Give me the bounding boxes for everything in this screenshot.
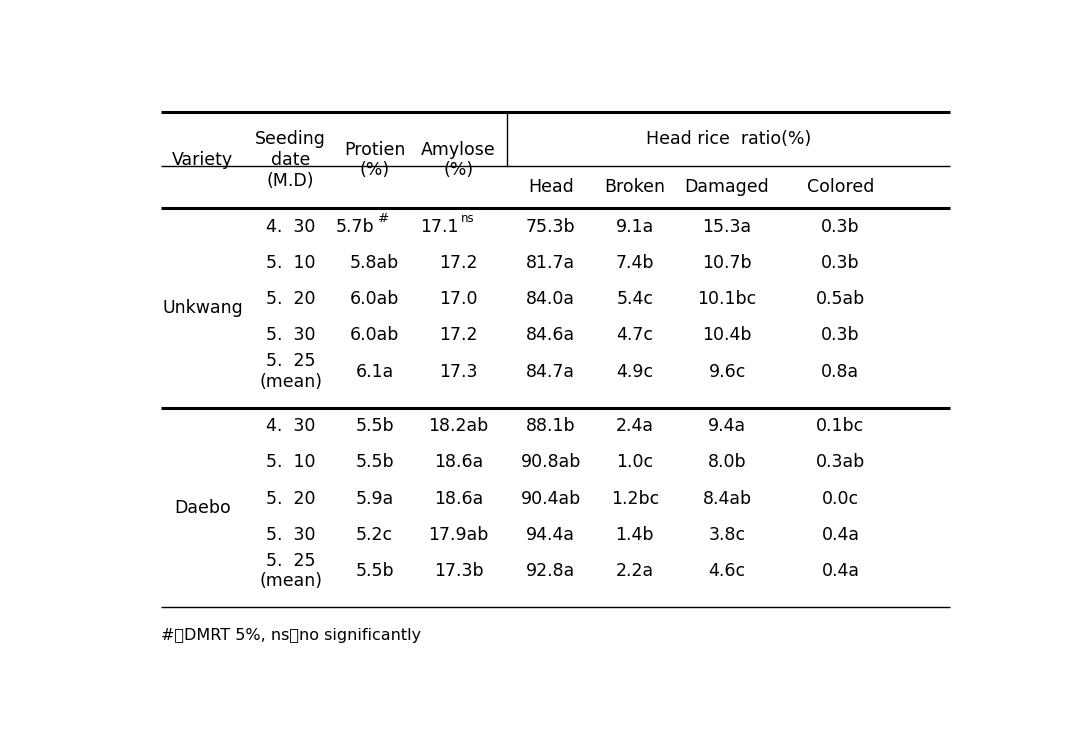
Text: 5.  25
(mean): 5. 25 (mean) (259, 352, 322, 391)
Text: 1.0c: 1.0c (616, 454, 653, 471)
Text: 5.4c: 5.4c (616, 290, 653, 308)
Text: 0.3b: 0.3b (821, 218, 860, 235)
Text: Broken: Broken (604, 178, 665, 196)
Text: 0.3b: 0.3b (821, 326, 860, 344)
Text: 5.5b: 5.5b (355, 417, 394, 435)
Text: 4.7c: 4.7c (616, 326, 653, 344)
Text: 5.5b: 5.5b (355, 454, 394, 471)
Text: 5.  20: 5. 20 (266, 290, 315, 308)
Text: 90.4ab: 90.4ab (521, 490, 580, 508)
Text: 17.1: 17.1 (420, 218, 458, 235)
Text: #：DMRT 5%, ns：no significantly: #：DMRT 5%, ns：no significantly (160, 628, 420, 643)
Text: 6.1a: 6.1a (355, 363, 394, 380)
Text: 90.8ab: 90.8ab (521, 454, 580, 471)
Text: 17.2: 17.2 (440, 326, 478, 344)
Text: 17.3b: 17.3b (433, 562, 483, 580)
Text: Damaged: Damaged (684, 178, 770, 196)
Text: 1.4b: 1.4b (615, 526, 654, 544)
Text: 15.3a: 15.3a (703, 218, 752, 235)
Text: 5.9a: 5.9a (355, 490, 394, 508)
Text: 0.1bc: 0.1bc (817, 417, 864, 435)
Text: 5.8ab: 5.8ab (350, 254, 400, 272)
Text: 18.2ab: 18.2ab (429, 417, 488, 435)
Text: 84.0a: 84.0a (526, 290, 575, 308)
Text: Colored: Colored (807, 178, 874, 196)
Text: 5.  20: 5. 20 (266, 490, 315, 508)
Text: 10.4b: 10.4b (703, 326, 752, 344)
Text: 6.0ab: 6.0ab (350, 290, 400, 308)
Text: Head: Head (529, 178, 574, 196)
Text: Amylose
(%): Amylose (%) (421, 141, 496, 179)
Text: 9.4a: 9.4a (708, 417, 746, 435)
Text: 6.0ab: 6.0ab (350, 326, 400, 344)
Text: 10.1bc: 10.1bc (697, 290, 757, 308)
Text: 17.3: 17.3 (440, 363, 478, 380)
Text: 84.6a: 84.6a (526, 326, 575, 344)
Text: 5.  30: 5. 30 (266, 326, 315, 344)
Text: Seeding
date
(M.D): Seeding date (M.D) (256, 130, 326, 190)
Text: ns: ns (461, 212, 474, 225)
Text: 4.  30: 4. 30 (266, 417, 315, 435)
Text: 88.1b: 88.1b (526, 417, 576, 435)
Text: 2.2a: 2.2a (616, 562, 654, 580)
Text: 10.7b: 10.7b (702, 254, 752, 272)
Text: Head rice  ratio(%): Head rice ratio(%) (645, 130, 811, 148)
Text: 17.0: 17.0 (440, 290, 478, 308)
Text: 4.  30: 4. 30 (266, 218, 315, 235)
Text: 5.7b: 5.7b (336, 218, 375, 235)
Text: 0.4a: 0.4a (821, 562, 860, 580)
Text: 0.0c: 0.0c (822, 490, 859, 508)
Text: 7.4b: 7.4b (615, 254, 654, 272)
Text: 5.  10: 5. 10 (266, 254, 315, 272)
Text: 18.6a: 18.6a (434, 490, 483, 508)
Text: 0.3ab: 0.3ab (815, 454, 865, 471)
Text: 4.9c: 4.9c (616, 363, 653, 380)
Text: 9.6c: 9.6c (708, 363, 746, 380)
Text: Variety: Variety (172, 151, 233, 169)
Text: 5.5b: 5.5b (355, 562, 394, 580)
Text: 92.8a: 92.8a (526, 562, 575, 580)
Text: 8.0b: 8.0b (708, 454, 746, 471)
Text: 84.7a: 84.7a (526, 363, 575, 380)
Text: 17.2: 17.2 (440, 254, 478, 272)
Text: 5.  25
(mean): 5. 25 (mean) (259, 551, 322, 591)
Text: 0.3b: 0.3b (821, 254, 860, 272)
Text: 94.4a: 94.4a (526, 526, 575, 544)
Text: Unkwang: Unkwang (162, 299, 243, 317)
Text: 17.9ab: 17.9ab (429, 526, 488, 544)
Text: 0.5ab: 0.5ab (815, 290, 865, 308)
Text: 5.2c: 5.2c (356, 526, 393, 544)
Text: Protien
(%): Protien (%) (344, 141, 405, 179)
Text: 3.8c: 3.8c (708, 526, 746, 544)
Text: 81.7a: 81.7a (526, 254, 575, 272)
Text: 0.4a: 0.4a (821, 526, 860, 544)
Text: #: # (378, 212, 389, 225)
Text: 5.  30: 5. 30 (266, 526, 315, 544)
Text: 1.2bc: 1.2bc (611, 490, 658, 508)
Text: Daebo: Daebo (174, 499, 231, 517)
Text: 9.1a: 9.1a (615, 218, 654, 235)
Text: 0.8a: 0.8a (821, 363, 860, 380)
Text: 2.4a: 2.4a (616, 417, 654, 435)
Text: 75.3b: 75.3b (526, 218, 576, 235)
Text: 4.6c: 4.6c (708, 562, 746, 580)
Text: 8.4ab: 8.4ab (703, 490, 752, 508)
Text: 18.6a: 18.6a (434, 454, 483, 471)
Text: 5.  10: 5. 10 (266, 454, 315, 471)
